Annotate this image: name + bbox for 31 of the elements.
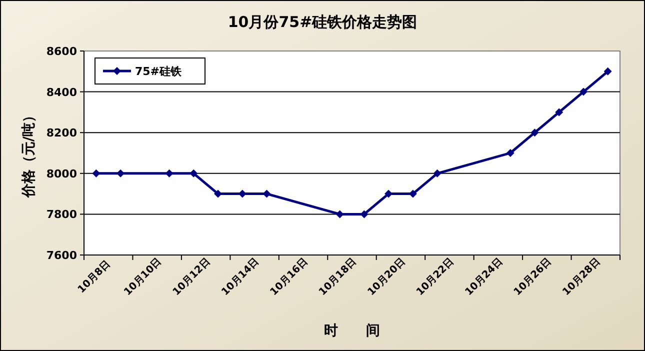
x-tick-label: 10月28日 bbox=[560, 256, 602, 298]
chart-title: 10月份75#硅铁价格走势图 bbox=[228, 13, 418, 31]
point bbox=[579, 88, 588, 96]
x-tick-label: 10月18日 bbox=[317, 256, 359, 298]
y-tick-label: 8600 bbox=[46, 45, 78, 58]
x-axis-title: 时 间 bbox=[324, 323, 380, 339]
y-tick-label: 8200 bbox=[46, 126, 78, 140]
x-tick-label: 10月10日 bbox=[122, 256, 164, 298]
y-tick-label: 8400 bbox=[46, 86, 78, 99]
x-tick-label: 10月26日 bbox=[512, 256, 554, 298]
x-tick-label: 10月22日 bbox=[414, 256, 456, 298]
point bbox=[92, 169, 100, 178]
point bbox=[530, 128, 539, 137]
x-tick-label: 10月12日 bbox=[171, 256, 213, 298]
x-tick-label: 10月8日 bbox=[76, 258, 113, 296]
point bbox=[433, 169, 442, 178]
x-tick-label: 10月20日 bbox=[366, 256, 408, 298]
y-tick-label: 7800 bbox=[46, 208, 78, 222]
x-tick-label: 10月16日 bbox=[268, 256, 310, 298]
x-tick-label: 10月14日 bbox=[220, 256, 262, 298]
point bbox=[165, 169, 174, 178]
y-tick-label: 8000 bbox=[46, 167, 78, 180]
y-tick-label: 7600 bbox=[46, 249, 78, 262]
x-tick-label: 10月24日 bbox=[463, 256, 506, 298]
point bbox=[190, 169, 198, 178]
point bbox=[506, 149, 514, 157]
y-axis-title: 价格（元/吨） bbox=[21, 108, 37, 199]
legend-label: 75#硅铁 bbox=[135, 65, 183, 78]
point bbox=[555, 108, 564, 116]
point bbox=[604, 67, 612, 76]
point bbox=[214, 190, 222, 198]
